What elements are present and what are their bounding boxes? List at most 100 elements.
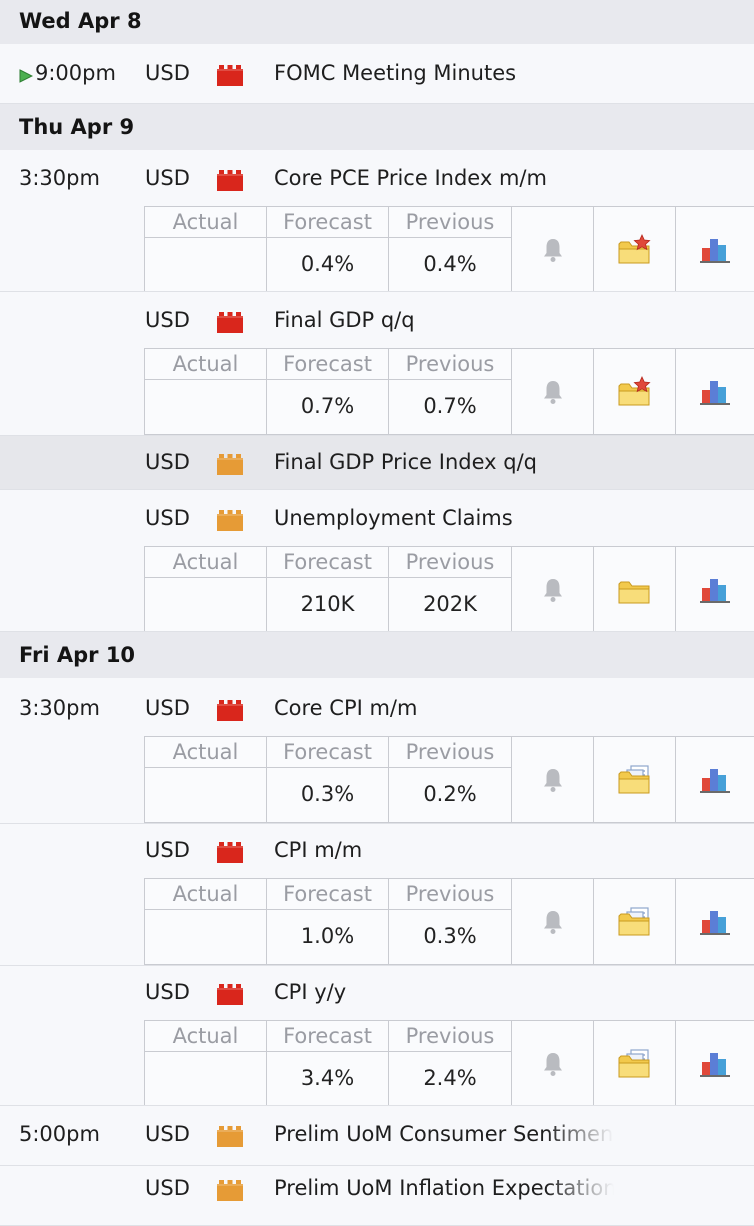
impact-high-icon (216, 64, 244, 86)
previous-value: 0.4% (388, 237, 512, 293)
impact-medium-icon (216, 509, 244, 531)
event-time: 3:30pm (19, 166, 100, 190)
detail-button[interactable] (593, 206, 676, 293)
actual-header: Actual (144, 206, 267, 238)
actual-header: Actual (144, 878, 267, 910)
impact-high-icon (216, 311, 244, 333)
bell-icon (542, 1051, 564, 1077)
previous-header: Previous (388, 878, 512, 910)
actual-value (144, 1051, 267, 1107)
event-title[interactable]: CPI m/m (274, 838, 363, 862)
day-label: Thu Apr 9 (19, 115, 135, 139)
event-title[interactable]: CPI y/y (274, 980, 347, 1004)
bell-icon (542, 237, 564, 263)
forecast-value: 1.0% (266, 909, 389, 965)
bell-icon (542, 379, 564, 405)
forecast-header: Forecast (266, 206, 389, 238)
event-details-grid: Actual Forecast 210K Previous 202K (144, 546, 754, 633)
detail-button[interactable] (593, 1020, 676, 1107)
graph-button[interactable] (675, 736, 754, 823)
row-separator (0, 103, 754, 104)
bar-chart-icon (698, 766, 732, 794)
actual-value (144, 767, 267, 823)
event-time: 3:30pm (19, 696, 100, 720)
actual-value (144, 909, 267, 965)
impact-high-icon (216, 169, 244, 191)
event-title[interactable]: Final GDP Price Index q/q (274, 450, 537, 474)
graph-button[interactable] (675, 546, 754, 633)
alert-button[interactable] (511, 1020, 594, 1107)
event-currency: USD (145, 980, 190, 1004)
event-title[interactable]: Prelim UoM Consumer Sentiment (274, 1122, 614, 1146)
day-header: Wed Apr 8 (0, 0, 754, 44)
detail-button[interactable] (593, 736, 676, 823)
actual-value (144, 379, 267, 435)
detail-button[interactable] (593, 878, 676, 965)
alert-button[interactable] (511, 348, 594, 435)
graph-button[interactable] (675, 348, 754, 435)
impact-medium-icon (216, 1179, 244, 1201)
previous-header: Previous (388, 546, 512, 578)
event-title[interactable]: Final GDP q/q (274, 308, 415, 332)
actual-header: Actual (144, 348, 267, 380)
row-separator (0, 291, 754, 292)
forecast-header: Forecast (266, 546, 389, 578)
event-row[interactable] (0, 436, 754, 490)
event-currency: USD (145, 166, 190, 190)
graph-button[interactable] (675, 206, 754, 293)
folder-docs-icon (617, 906, 653, 938)
event-currency: USD (145, 838, 190, 862)
event-row[interactable] (0, 1106, 754, 1166)
event-title[interactable]: Unemployment Claims (274, 506, 513, 530)
alert-button[interactable] (511, 736, 594, 823)
alert-button[interactable] (511, 206, 594, 293)
event-time: 5:00pm (19, 1122, 100, 1146)
forecast-header: Forecast (266, 1020, 389, 1052)
bell-icon (542, 909, 564, 935)
previous-header: Previous (388, 1020, 512, 1052)
detail-button[interactable] (593, 348, 676, 435)
forecast-value: 3.4% (266, 1051, 389, 1107)
event-title[interactable]: FOMC Meeting Minutes (274, 61, 517, 85)
forecast-header: Forecast (266, 736, 389, 768)
event-title[interactable]: Core PCE Price Index m/m (274, 166, 547, 190)
event-details-grid: Actual Forecast 0.3% Previous 0.2% (144, 736, 754, 823)
row-separator (0, 1165, 754, 1166)
previous-value: 202K (388, 577, 512, 633)
folder-star-icon (617, 375, 653, 408)
actual-header: Actual (144, 736, 267, 768)
event-currency: USD (145, 61, 190, 85)
bar-chart-icon (698, 378, 732, 406)
graph-button[interactable] (675, 1020, 754, 1107)
folder-icon (617, 574, 653, 606)
actual-value (144, 577, 267, 633)
row-separator (0, 965, 754, 966)
play-icon (19, 68, 34, 83)
bell-icon (542, 577, 564, 603)
day-header: Thu Apr 9 (0, 104, 754, 150)
bell-icon (542, 767, 564, 793)
graph-button[interactable] (675, 878, 754, 965)
actual-value (144, 237, 267, 293)
day-label: Fri Apr 10 (19, 643, 136, 667)
row-separator (0, 823, 754, 824)
event-title[interactable]: Prelim UoM Inflation Expectations (274, 1176, 614, 1200)
alert-button[interactable] (511, 546, 594, 633)
event-details-grid: Actual Forecast 1.0% Previous 0.3% (144, 878, 754, 965)
event-row[interactable] (0, 48, 754, 104)
previous-value: 0.2% (388, 767, 512, 823)
event-title[interactable]: Core CPI m/m (274, 696, 418, 720)
previous-header: Previous (388, 348, 512, 380)
impact-high-icon (216, 699, 244, 721)
folder-docs-icon (617, 764, 653, 796)
event-currency: USD (145, 696, 190, 720)
row-separator (0, 435, 754, 436)
day-label: Wed Apr 8 (19, 9, 142, 33)
row-separator (0, 631, 754, 632)
event-time: 9:00pm (35, 61, 116, 85)
impact-medium-icon (216, 1125, 244, 1147)
event-details-grid: Actual Forecast 0.7% Previous 0.7% (144, 348, 754, 435)
detail-button[interactable] (593, 546, 676, 633)
alert-button[interactable] (511, 878, 594, 965)
bar-chart-icon (698, 576, 732, 604)
